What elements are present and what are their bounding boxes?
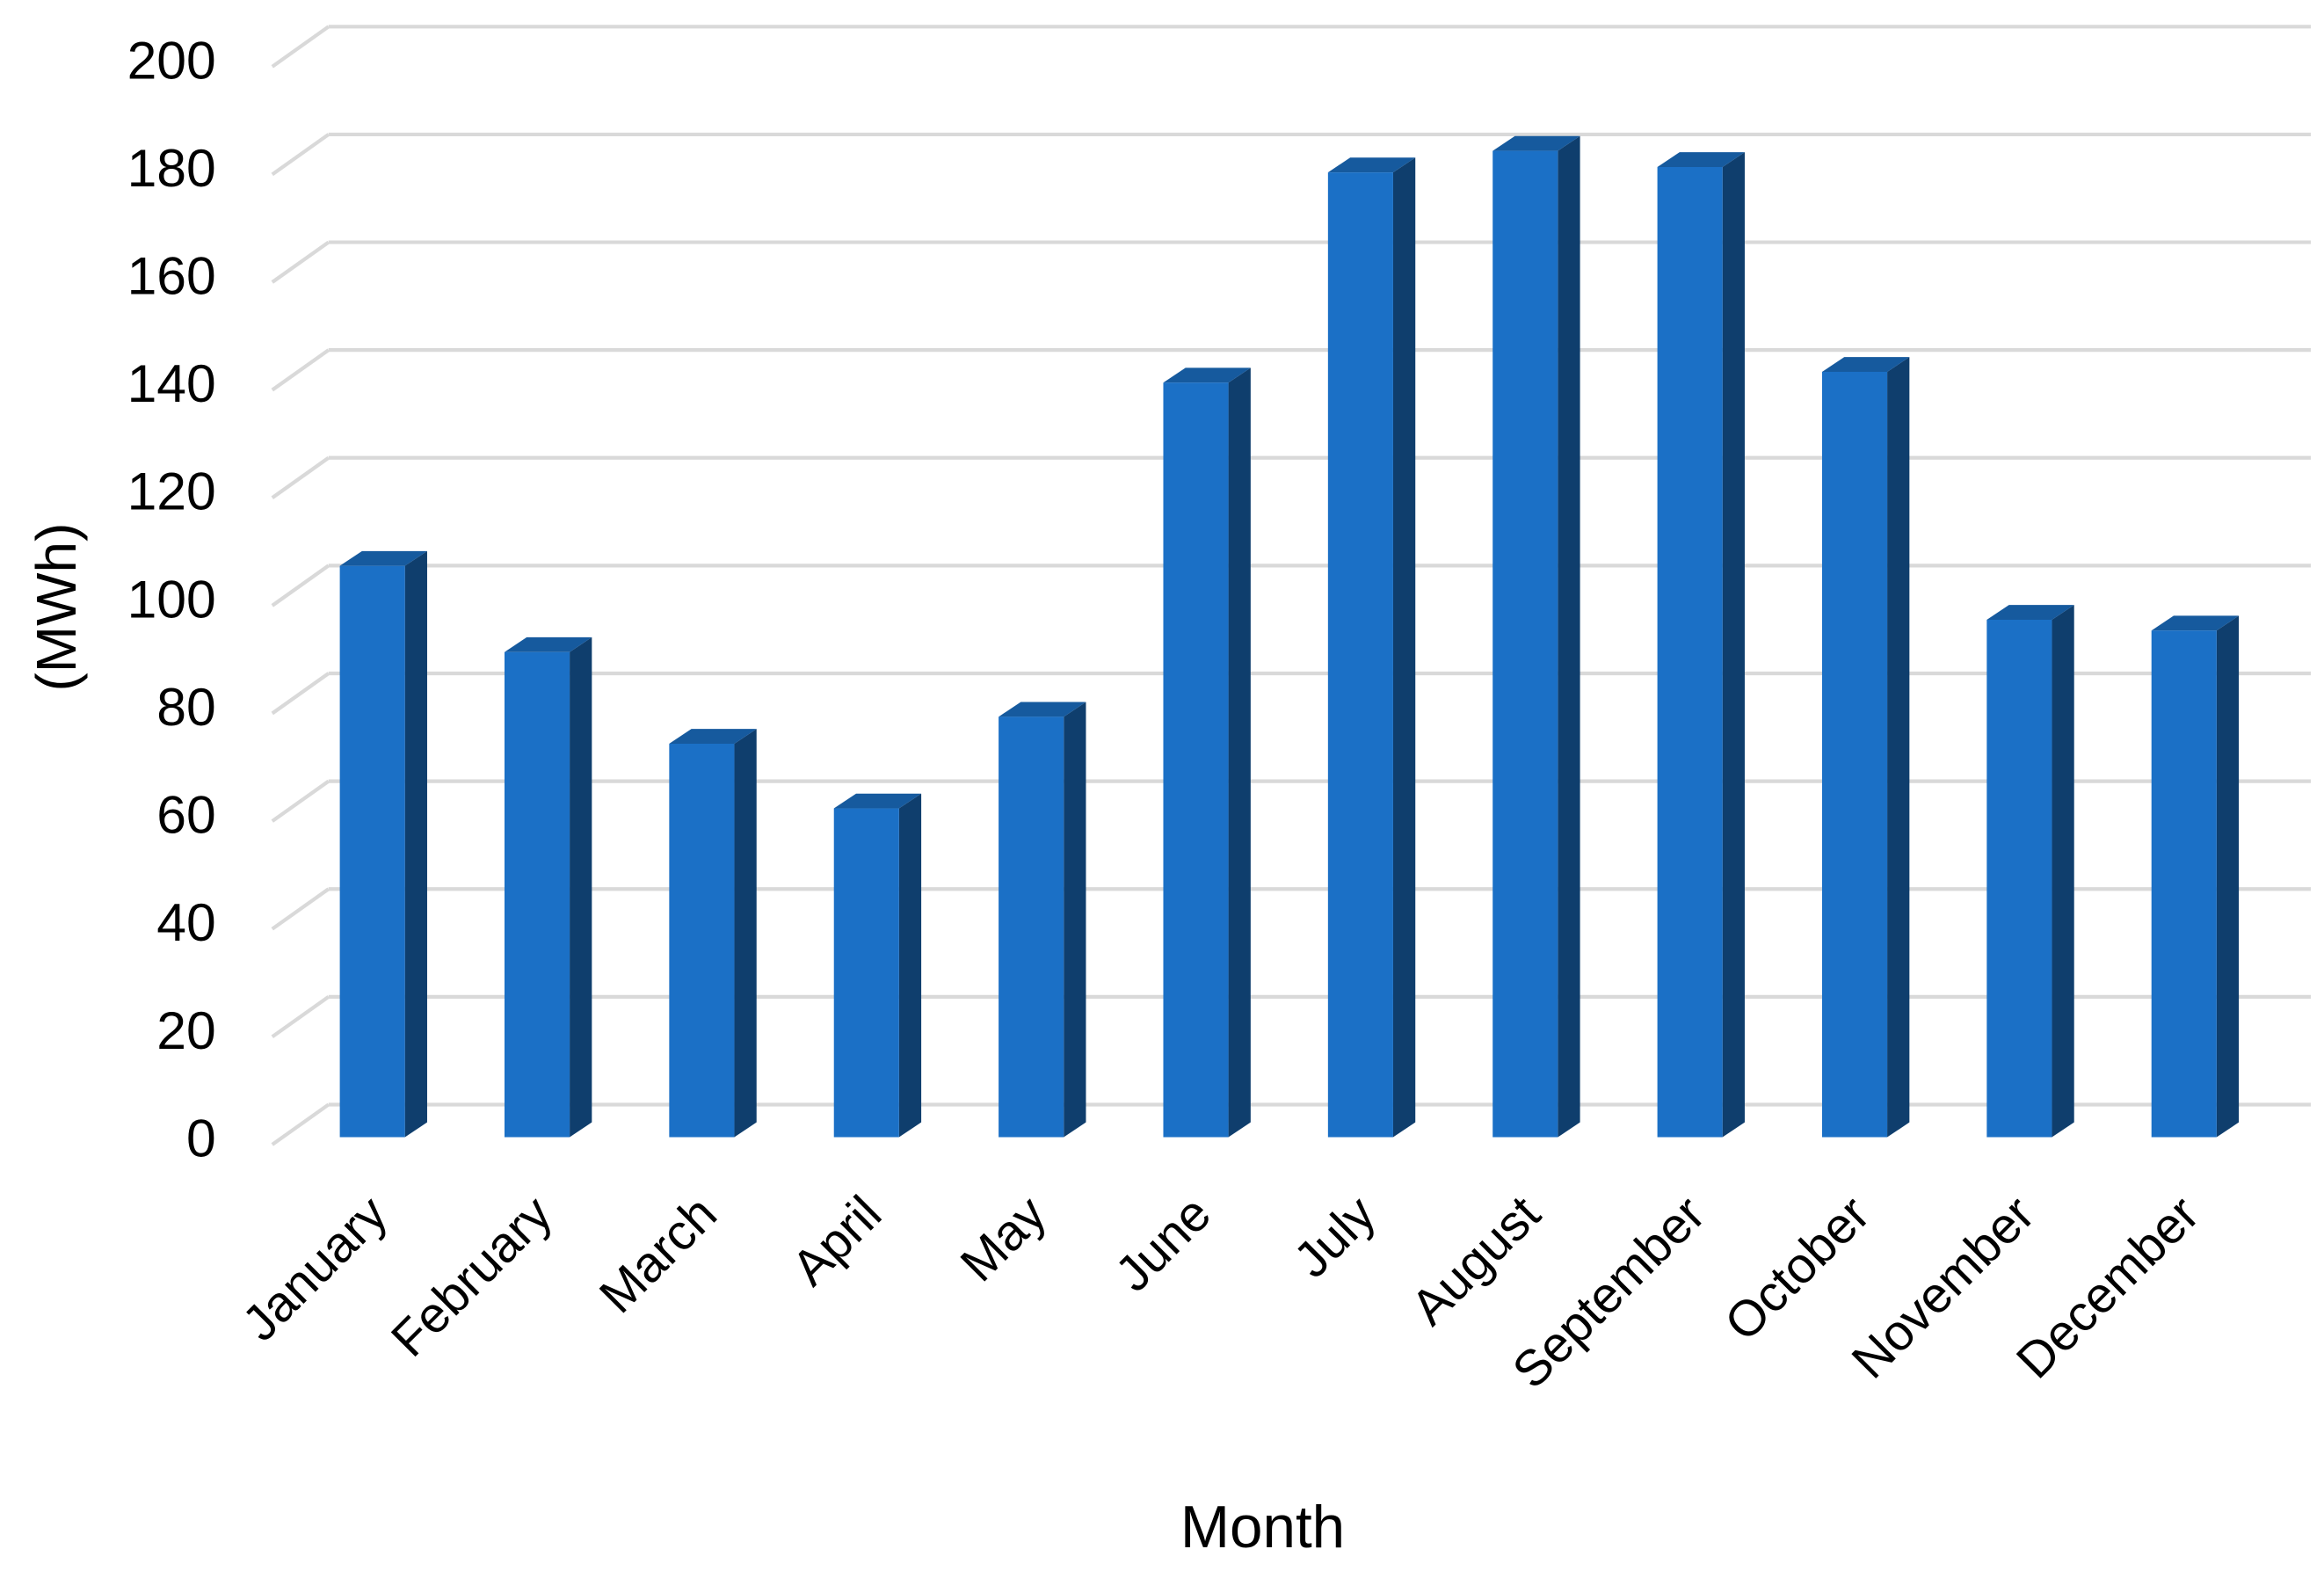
y-tick-label: 80 — [156, 677, 215, 737]
y-tick-label: 200 — [127, 30, 216, 90]
grid-line-depth — [271, 25, 330, 69]
bar-top — [504, 636, 592, 652]
bar — [833, 808, 899, 1138]
y-tick-label: 0 — [186, 1108, 216, 1167]
bar-side — [1392, 157, 1416, 1138]
bar-side — [2216, 615, 2240, 1138]
grid-line-depth — [271, 995, 330, 1039]
y-tick-label: 140 — [127, 353, 216, 413]
y-axis-title: (MWh) — [25, 523, 88, 692]
y-tick-label: 120 — [127, 462, 216, 521]
y-tick-label: 40 — [156, 892, 215, 952]
grid-line-depth — [271, 779, 330, 823]
bar-side — [898, 793, 922, 1138]
bar-side — [734, 729, 757, 1138]
bar — [339, 565, 405, 1138]
x-tick-label: October — [1714, 1185, 1880, 1351]
grid-line-depth — [271, 133, 330, 177]
grid-line-depth — [271, 240, 330, 284]
bar-top — [1657, 152, 1745, 167]
bar-side — [1064, 702, 1086, 1138]
bar — [669, 743, 735, 1138]
bar — [1986, 619, 2052, 1138]
bar-side — [1887, 357, 1910, 1138]
grid-line-depth — [271, 1102, 330, 1146]
bar-side — [404, 550, 427, 1138]
bar-top — [1163, 367, 1251, 383]
x-tick-label: January — [232, 1185, 399, 1352]
bar-side — [1228, 367, 1251, 1138]
grid-line-depth — [271, 348, 330, 392]
bar — [2151, 630, 2217, 1138]
bar-side — [1558, 135, 1580, 1138]
bar-top — [1821, 357, 1910, 372]
bar-side — [1722, 152, 1745, 1138]
x-axis-title: Month — [1180, 1495, 1345, 1560]
grid-line-depth — [271, 564, 330, 607]
bar-top — [833, 793, 922, 809]
x-tick-label: August — [1400, 1185, 1551, 1335]
bar — [1657, 166, 1723, 1138]
y-tick-label: 180 — [127, 138, 216, 198]
x-tick-label: June — [1105, 1185, 1222, 1302]
x-tick-label: February — [381, 1185, 563, 1368]
y-tick-label: 100 — [127, 569, 216, 629]
x-tick-label: May — [950, 1185, 1057, 1292]
y-tick-label: 160 — [127, 245, 216, 305]
bar — [1163, 382, 1229, 1138]
bar-top — [669, 729, 757, 744]
bar — [1327, 172, 1393, 1138]
x-tick-label: April — [781, 1185, 892, 1296]
grid-line-depth — [271, 887, 330, 931]
bar — [504, 651, 570, 1138]
x-tick-label: March — [589, 1185, 728, 1324]
bar-top — [1492, 135, 1580, 151]
bar-top — [1327, 157, 1416, 173]
grid-line-depth — [271, 672, 330, 716]
y-tick-label: 20 — [156, 1000, 215, 1060]
bar-top — [2151, 615, 2240, 631]
bar-top — [339, 550, 427, 566]
bar-side — [570, 636, 592, 1138]
bar — [1821, 371, 1888, 1138]
bar — [1492, 150, 1558, 1138]
bar-top — [999, 702, 1086, 717]
bar — [999, 716, 1064, 1138]
y-tick-label: 60 — [156, 785, 215, 845]
grid-line-depth — [271, 456, 330, 499]
x-tick-label: July — [1283, 1185, 1387, 1289]
bar-top — [1986, 605, 2074, 620]
bar-side — [2052, 605, 2074, 1138]
